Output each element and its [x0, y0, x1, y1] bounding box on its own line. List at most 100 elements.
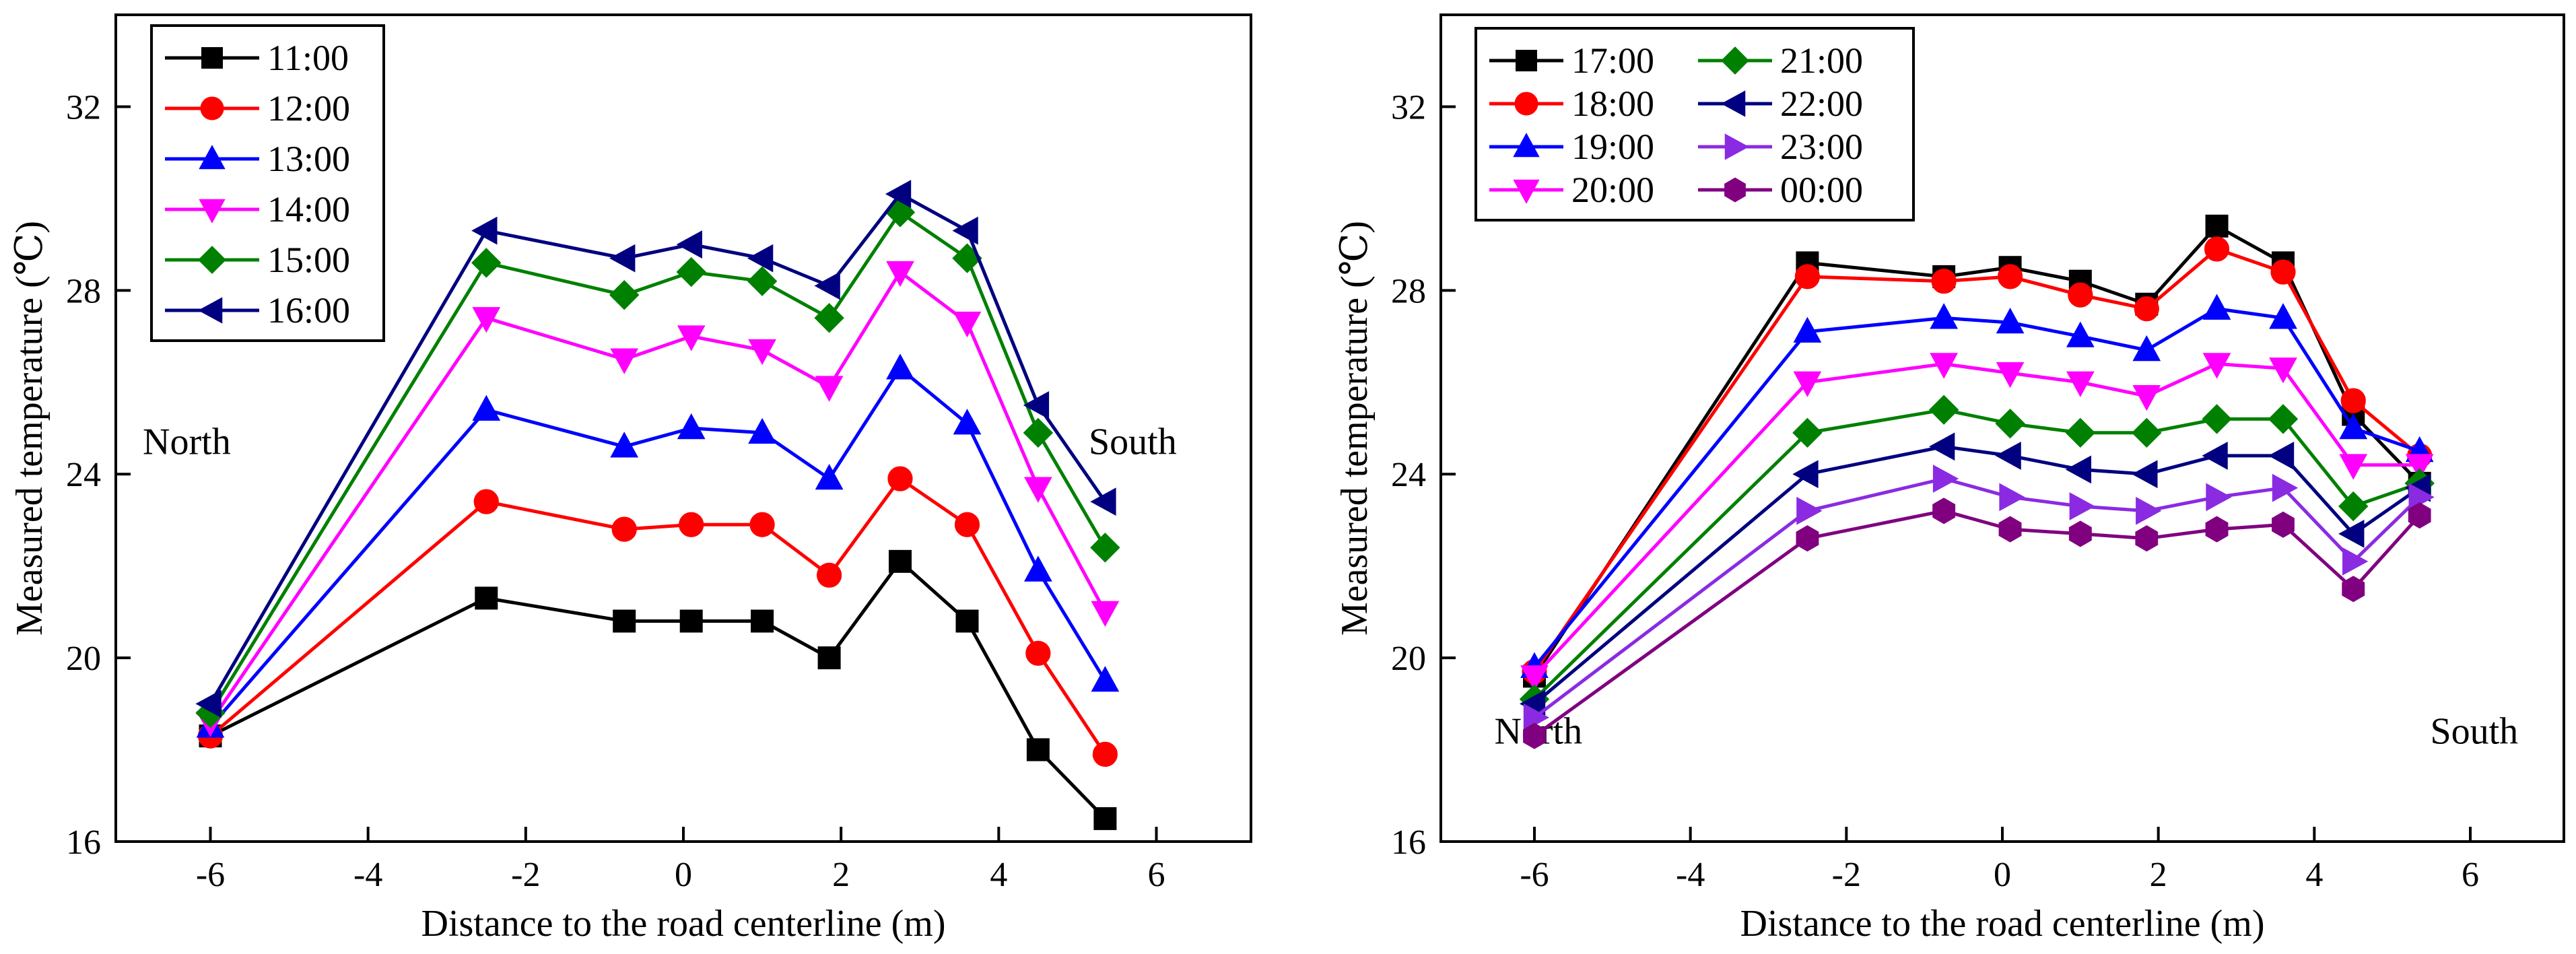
data-point: [471, 216, 498, 245]
x-tick-label: 2: [832, 856, 850, 894]
data-point: [676, 257, 706, 287]
legend-marker: [199, 145, 226, 170]
legend-label: 17:00: [1571, 40, 1654, 81]
data-point: [2134, 296, 2159, 322]
legend-marker: [1514, 92, 1538, 116]
data-point: [1523, 722, 1546, 749]
legend-marker: [198, 297, 223, 324]
data-point: [2269, 357, 2297, 384]
data-point: [955, 609, 979, 633]
data-point: [2065, 417, 2096, 448]
legend-item: 13:00: [165, 139, 350, 179]
data-point: [954, 512, 980, 537]
x-tick-label: -6: [1520, 856, 1549, 894]
data-point: [1998, 516, 2022, 543]
data-point: [748, 339, 776, 366]
data-point: [1520, 665, 1549, 691]
data-point: [1996, 308, 2025, 334]
legend-marker: [200, 96, 224, 121]
legend-item: 14:00: [165, 189, 350, 230]
series-19:00: [1520, 294, 2434, 678]
y-tick-label: 16: [1391, 823, 1426, 862]
data-point: [1091, 666, 1120, 692]
data-point: [1023, 477, 1052, 503]
y-tick-label: 24: [66, 456, 101, 494]
data-point: [2066, 321, 2095, 347]
data-point: [2132, 335, 2161, 362]
legend-item: 12:00: [165, 88, 350, 129]
x-tick-label: 2: [2150, 856, 2167, 894]
data-point: [195, 689, 222, 718]
x-tick-label: 6: [2462, 856, 2479, 894]
data-point: [1026, 738, 1050, 761]
legend-marker: [1721, 90, 1746, 117]
data-point: [1792, 460, 1819, 489]
legend-marker: [1724, 177, 1746, 203]
data-point: [1995, 408, 2025, 439]
data-point: [2135, 525, 2159, 552]
data-point: [748, 417, 776, 444]
data-point: [1929, 432, 1955, 461]
data-point: [2202, 442, 2228, 470]
x-tick-label: 0: [1994, 856, 2011, 894]
data-point: [1025, 640, 1051, 666]
data-point: [2205, 516, 2229, 543]
annotation-south: South: [2430, 710, 2518, 752]
legend-marker: [1513, 179, 1540, 204]
legend-item: 19:00: [1489, 127, 1654, 167]
legend-label: 13:00: [267, 139, 350, 179]
x-tick-label: 0: [675, 856, 692, 894]
data-point: [610, 348, 639, 374]
legend-marker: [198, 246, 226, 274]
series-23:00: [1523, 465, 2435, 732]
legend-item: 00:00: [1698, 170, 1863, 210]
series-line: [209, 210, 1107, 714]
data-point: [2132, 385, 2161, 411]
data-point: [751, 609, 774, 633]
series-11:00: [199, 549, 1117, 830]
data-point: [2069, 492, 2095, 520]
data-point: [2270, 259, 2296, 285]
legend-marker: [1721, 46, 1749, 75]
x-tick-label: -2: [1832, 856, 1861, 894]
data-point: [1931, 269, 1957, 294]
data-point: [888, 549, 912, 573]
annotation-south: South: [1089, 421, 1177, 463]
series-line: [1533, 509, 2421, 738]
series-line: [1532, 247, 2421, 673]
legend-label: 11:00: [267, 38, 349, 78]
legend-marker: [199, 199, 226, 224]
series-12:00: [197, 466, 1118, 767]
data-point: [814, 303, 844, 333]
data-point: [676, 230, 702, 259]
data-point: [747, 244, 774, 273]
data-point: [679, 512, 704, 537]
y-tick-label: 16: [66, 823, 101, 862]
data-point: [475, 586, 498, 610]
data-point: [1794, 264, 1821, 289]
data-point: [472, 307, 501, 333]
data-point: [472, 395, 501, 421]
data-point: [2132, 417, 2162, 448]
data-point: [953, 409, 982, 435]
legend-label: 14:00: [267, 189, 350, 230]
legend-frame: [150, 24, 385, 342]
data-point: [1930, 303, 1959, 329]
data-point: [1023, 391, 1050, 419]
legend-marker: [201, 47, 223, 69]
data-point: [611, 516, 637, 542]
x-axis-label: Distance to the road centerline (m): [421, 903, 946, 945]
data-point: [2338, 520, 2365, 548]
data-point: [2342, 547, 2369, 576]
legend-item: 11:00: [165, 38, 349, 78]
x-tick-label: -4: [1676, 856, 1705, 894]
data-point: [1792, 417, 1823, 448]
series-line: [209, 559, 1107, 820]
data-point: [610, 432, 639, 458]
legend-label: 12:00: [267, 88, 350, 129]
data-point: [1995, 442, 2021, 470]
